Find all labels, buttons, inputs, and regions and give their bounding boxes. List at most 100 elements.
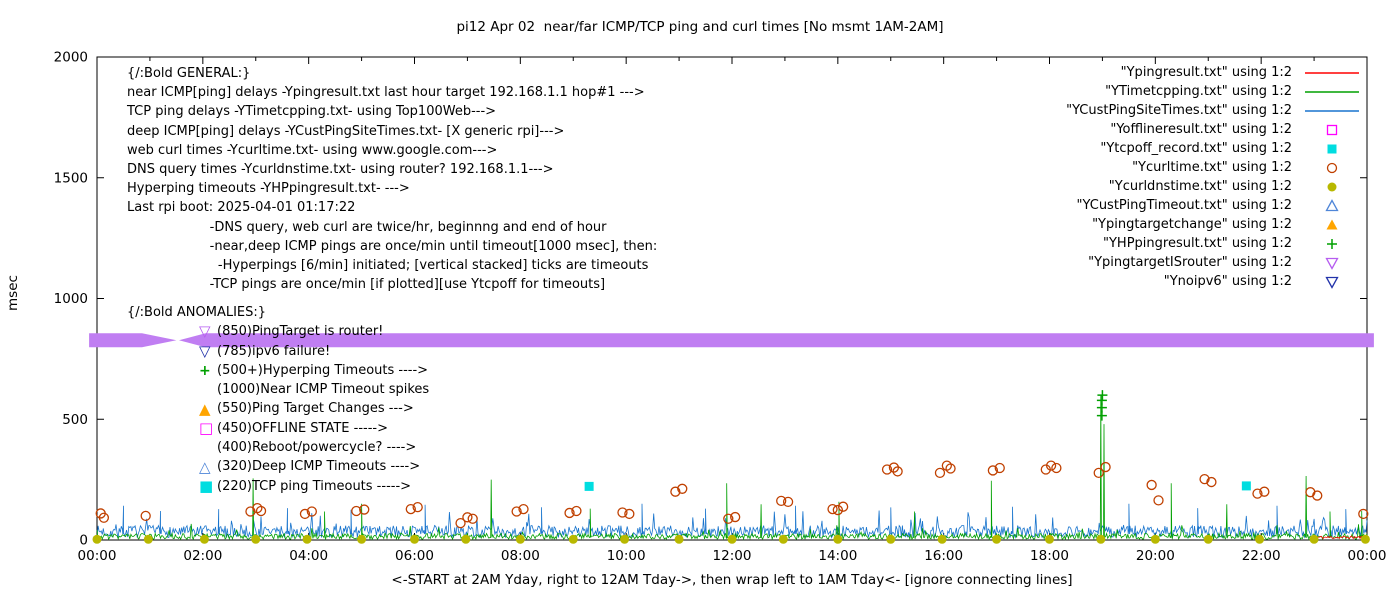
legend-item: "Ycurldnstime.txt" using 1:2 <box>1066 177 1367 196</box>
x-tick-label: 22:00 <box>1242 548 1281 564</box>
anomaly-text: (1000)Near ICMP Timeout spikes <box>217 382 430 398</box>
general-line: near ICMP[ping] delays -Ypingresult.txt … <box>127 85 645 101</box>
y-tick-label: 2000 <box>54 50 88 66</box>
x-tick-label: 12:00 <box>713 548 752 564</box>
anomaly-plus-icon: + <box>199 362 211 379</box>
general-line: web curl times -Ycurltime.txt- using www… <box>127 142 498 158</box>
series-YTimetcpping.txt <box>96 395 1368 541</box>
general-line: Last rpi boot: 2025-04-01 01:17:22 <box>127 200 356 216</box>
anomaly-item: ▽ (850)PingTarget is router! <box>127 322 429 341</box>
x-tick-label: 08:00 <box>501 548 540 564</box>
anomaly-tri-up-filled-icon: ▲ <box>199 399 211 418</box>
anomaly-square-open-icon: □ <box>199 418 214 437</box>
legend-label: "Ynoipv6" using 1:2 <box>1163 274 1292 289</box>
y-tick-label: 0 <box>79 533 88 549</box>
legend-item: "Ytcpoff_record.txt" using 1:2 <box>1066 139 1367 158</box>
y-tick-label: 1500 <box>54 170 88 186</box>
legend-label: "YCustPingTimeout.txt" using 1:2 <box>1076 198 1292 213</box>
legend: "Ypingresult.txt" using 1:2 "YTimetcpping… <box>1066 63 1367 291</box>
general-header: {/:Bold GENERAL:} <box>127 66 251 81</box>
anomaly-text: (785)ipv6 failure! <box>217 343 331 359</box>
general-line: -Hyperpings [6/min] initiated; [vertical… <box>127 258 649 274</box>
legend-marker-square-filled-icon <box>1327 144 1337 153</box>
legend-label: "Yofflineresult.txt" using 1:2 <box>1110 122 1292 137</box>
legend-marker-plus-icon <box>1327 238 1337 249</box>
anomalies-header: {/:Bold ANOMALIES:} <box>127 305 267 320</box>
legend-marker-square-open-icon <box>1326 124 1338 135</box>
legend-label: "Ycurltime.txt" using 1:2 <box>1132 160 1292 175</box>
legend-marker-circle-filled-icon <box>1327 182 1337 191</box>
x-tick-label: 00:00 <box>1348 548 1387 564</box>
legend-item: "Ypingtargetchange" using 1:2 <box>1066 215 1367 234</box>
series-Ycurltime.txt <box>95 460 1369 529</box>
legend-item: "YCustPingSiteTimes.txt" using 1:2 <box>1066 101 1367 120</box>
anomaly-text: (500+)Hyperping Timeouts ----> <box>217 362 429 378</box>
legend-marker-tri-down-open-icon <box>1325 257 1339 270</box>
anomaly-item: □ (450)OFFLINE STATE -----> <box>127 419 429 438</box>
anomaly-item: (400)Reboot/powercycle? ----> <box>127 438 429 457</box>
series-Ycurldnstime.txt <box>92 534 1370 544</box>
legend-item: "Ynoipv6" using 1:2 <box>1066 272 1367 291</box>
legend-label: "Ypingresult.txt" using 1:2 <box>1120 65 1292 80</box>
marker-band-YpingtargetISrouter+Ynoipv6 <box>179 333 1374 348</box>
legend-item: "YCustPingTimeout.txt" using 1:2 <box>1066 196 1367 215</box>
legend-marker-line-icon <box>1305 71 1359 74</box>
anomaly-item: ▲ (550)Ping Target Changes ---> <box>127 399 429 418</box>
general-line: -TCP pings are once/min [if plotted][use… <box>127 277 606 293</box>
x-tick-label: 20:00 <box>1136 548 1175 564</box>
legend-item: "Yofflineresult.txt" using 1:2 <box>1066 120 1367 139</box>
general-line: Hyperping timeouts -YHPpingresult.txt- -… <box>127 181 410 197</box>
legend-marker-line-icon <box>1305 109 1359 112</box>
legend-item: "YTimetcpping.txt" using 1:2 <box>1066 82 1367 101</box>
x-tick-label: 06:00 <box>395 548 434 564</box>
anomaly-item: ■ (220)TCP ping Timeouts -----> <box>127 477 429 496</box>
x-tick-label: 18:00 <box>1030 548 1069 564</box>
legend-item: "YpingtargetISrouter" using 1:2 <box>1066 253 1367 272</box>
anomaly-tri-down-open-icon: ▽ <box>199 322 211 341</box>
anomaly-tri-down-open-icon: ▽ <box>199 341 211 360</box>
anomalies-annotation-block: {/:Bold ANOMALIES:} ▽ (850)PingTarget is r… <box>127 303 429 496</box>
x-tick-label: 16:00 <box>924 548 963 564</box>
general-line: DNS query times -Ycurldnstime.txt- using… <box>127 162 554 178</box>
legend-item: "YHPpingresult.txt" using 1:2 <box>1066 234 1367 253</box>
general-line: -near,deep ICMP pings are once/min until… <box>127 238 658 254</box>
legend-item: "Ycurltime.txt" using 1:2 <box>1066 158 1367 177</box>
anomaly-item: + (500+)Hyperping Timeouts ----> <box>127 361 429 380</box>
series-YHPpingresult.txt <box>1096 390 1108 421</box>
anomaly-text: (220)TCP ping Timeouts -----> <box>217 478 412 494</box>
x-tick-label: 14:00 <box>818 548 857 564</box>
x-tick-label: 00:00 <box>78 548 117 564</box>
series-YCustPingSiteTimes.txt <box>96 503 1368 539</box>
anomaly-text: (320)Deep ICMP Timeouts ----> <box>217 459 421 475</box>
legend-marker-tri-down-open-icon <box>1325 276 1339 289</box>
y-tick-label: 500 <box>62 412 88 428</box>
anomaly-tri-up-open-icon: △ <box>199 457 211 476</box>
series-Ypingresult.txt <box>1316 535 1366 540</box>
x-tick-label: 10:00 <box>607 548 646 564</box>
general-line: TCP ping delays -YTimetcpping.txt- using… <box>127 104 497 120</box>
marker-band-YpingtargetISrouter+Ynoipv6 <box>89 333 177 348</box>
legend-label: "Ypingtargetchange" using 1:2 <box>1092 217 1292 232</box>
legend-label: "Ycurldnstime.txt" using 1:2 <box>1108 179 1292 194</box>
legend-marker-tri-up-open-icon <box>1325 198 1339 211</box>
legend-marker-line-icon <box>1305 90 1359 93</box>
legend-marker-tri-up-filled-icon <box>1326 219 1338 229</box>
legend-item: "Ypingresult.txt" using 1:2 <box>1066 63 1367 82</box>
x-axis-caption: <-START at 2AM Yday, right to 12AM Tday-… <box>391 572 1073 588</box>
anomaly-item: (1000)Near ICMP Timeout spikes <box>127 380 429 399</box>
general-annotation-block: {/:Bold GENERAL:} near ICMP[ping] delays … <box>127 64 657 294</box>
general-line: deep ICMP[ping] delays -YCustPingSiteTim… <box>127 123 565 139</box>
legend-label: "YHPpingresult.txt" using 1:2 <box>1103 236 1292 251</box>
x-tick-label: 04:00 <box>289 548 328 564</box>
anomaly-text: (550)Ping Target Changes ---> <box>217 401 414 417</box>
general-line: -DNS query, web curl are twice/hr, begin… <box>127 219 607 235</box>
anomaly-text: (850)PingTarget is router! <box>217 324 384 340</box>
anomaly-item: △ (320)Deep ICMP Timeouts ----> <box>127 457 429 476</box>
legend-marker-circle-open-icon <box>1326 162 1338 173</box>
anomaly-text: (450)OFFLINE STATE -----> <box>217 420 388 436</box>
x-tick-label: 02:00 <box>183 548 222 564</box>
legend-label: "YTimetcpping.txt" using 1:2 <box>1105 84 1292 99</box>
legend-label: "Ytcpoff_record.txt" using 1:2 <box>1100 141 1292 156</box>
